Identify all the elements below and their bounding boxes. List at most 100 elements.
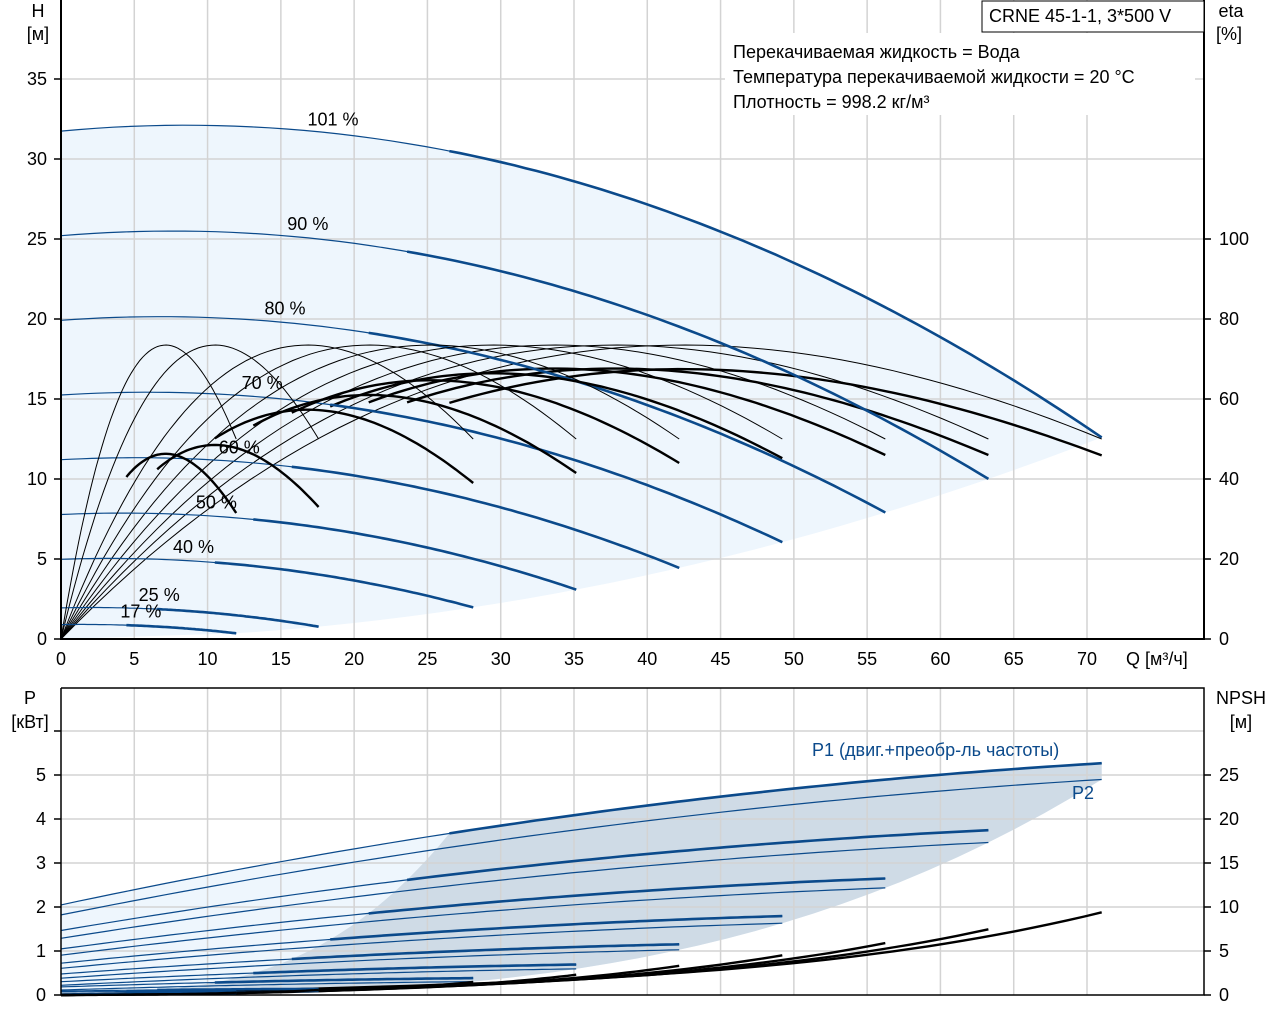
total-efficiency-curve xyxy=(368,367,886,457)
p1-curve-operating xyxy=(291,943,680,961)
bottom-y-tick-label: 2 xyxy=(36,897,46,917)
bottom-y-unit: [кВт] xyxy=(11,712,49,732)
bottom-operating-areas xyxy=(61,763,1102,995)
model-title: CRNE 45-1-1, 3*500 V xyxy=(989,6,1171,26)
bottom-y2-tick-label: 25 xyxy=(1219,765,1239,785)
head-curve-operating xyxy=(214,561,474,609)
info-background xyxy=(725,33,1195,115)
top-y-tick-label: 5 xyxy=(37,549,47,569)
total-efficiency-curve xyxy=(252,393,577,474)
top-y2-tick-label: 100 xyxy=(1219,229,1249,249)
pump-efficiency-curve xyxy=(60,344,320,640)
top-y2-tick-label: 0 xyxy=(1219,629,1229,649)
top-x-label: Q [м³/ч] xyxy=(1126,649,1188,669)
speed-label: 101 % xyxy=(307,109,358,129)
bottom-y-tick-label: 1 xyxy=(36,941,46,961)
bottom-y2-unit: [м] xyxy=(1230,712,1252,732)
total-efficiency-curve xyxy=(156,443,320,508)
top-y-tick-label: 10 xyxy=(27,469,47,489)
pump-efficiency-curve xyxy=(60,344,989,640)
model-box xyxy=(981,0,1205,33)
bottom-y-tick-label: 5 xyxy=(36,765,46,785)
top-y-tick-label: 35 xyxy=(27,69,47,89)
top-x-tick-label: 20 xyxy=(344,649,364,669)
top-x-tick-label: 65 xyxy=(1004,649,1024,669)
top-x-tick-label: 15 xyxy=(271,649,291,669)
top-y2-tick-label: 80 xyxy=(1219,309,1239,329)
bottom-y2-tick-label: 10 xyxy=(1219,897,1239,917)
bottom-y2-tick-label: 5 xyxy=(1219,941,1229,961)
top-y-tick-label: 30 xyxy=(27,149,47,169)
axis-ticks: 0 5 10 15 20 25 30 35 40 45 50 55 60 65 70051015202530… xyxy=(27,69,1249,1005)
speed-label: 90 % xyxy=(287,214,328,234)
head-curve-operating xyxy=(449,149,1103,439)
p2-curve xyxy=(60,887,886,956)
top-y2-tick-label: 20 xyxy=(1219,549,1239,569)
top-y-tick-label: 25 xyxy=(27,229,47,249)
bottom-y2-tick-label: 20 xyxy=(1219,809,1239,829)
info-fluid: Перекачиваемая жидкость = Вода xyxy=(733,42,1021,62)
speed-label: 70 % xyxy=(242,373,283,393)
top-y2-unit: [%] xyxy=(1216,24,1242,44)
p2-curve xyxy=(60,778,1102,916)
top-curves: 101 %90 %80 %70 %60 %50 %40 %25 %17 % xyxy=(60,109,1103,640)
p1-curve-operating xyxy=(368,877,886,915)
bottom-y-tick-label: 3 xyxy=(36,853,46,873)
pump-efficiency-curve xyxy=(60,344,680,640)
pump-efficiency-curve xyxy=(60,344,1102,640)
total-efficiency-curve xyxy=(125,452,238,514)
top-y2-tick-label: 40 xyxy=(1219,469,1239,489)
top-x-tick-label: 0 xyxy=(56,649,66,669)
bottom-y2-tick-label: 15 xyxy=(1219,853,1239,873)
p2-curve xyxy=(60,841,989,939)
bottom-y-tick-label: 0 xyxy=(36,985,46,1005)
speed-label: 50 % xyxy=(196,492,237,512)
bottom-curves xyxy=(60,761,1102,997)
p1-curve-operating xyxy=(253,963,577,975)
speed-label: 17 % xyxy=(120,602,161,622)
speed-label: 25 % xyxy=(139,585,180,605)
pump-efficiency-curve xyxy=(60,344,886,640)
p2-curve xyxy=(60,922,783,969)
head-curve-operating xyxy=(126,623,237,635)
total-efficiency-curve xyxy=(291,379,680,465)
speed-label: 80 % xyxy=(264,298,305,318)
info-temperature: Температура перекачиваемой жидкости = 20… xyxy=(733,67,1135,87)
p1-series-label: P1 (двиг.+преобр-ль частоты) xyxy=(812,740,1059,760)
top-y-tick-label: 0 xyxy=(37,629,47,649)
top-x-tick-label: 5 xyxy=(129,649,139,669)
head-curve-operating xyxy=(291,465,680,570)
head-curve-operating xyxy=(368,331,886,514)
head-curve-operating xyxy=(330,403,783,544)
top-y2-tick-label: 60 xyxy=(1219,389,1239,409)
head-curve-operating xyxy=(253,518,577,591)
bottom-y-label: P xyxy=(24,688,36,708)
top-x-tick-label: 60 xyxy=(930,649,950,669)
top-y-unit: [м] xyxy=(27,24,49,44)
top-x-tick-label: 10 xyxy=(198,649,218,669)
total-efficiency-curve xyxy=(406,367,989,457)
bottom-y2-tick-label: 0 xyxy=(1219,985,1229,1005)
p1-curve-operating xyxy=(214,976,474,984)
info-density: Плотность = 998.2 кг/м³ xyxy=(733,92,929,112)
p1-curve-operating xyxy=(449,761,1102,835)
top-x-tick-label: 70 xyxy=(1077,649,1097,669)
top-x-tick-label: 45 xyxy=(711,649,731,669)
p1-curve-operating xyxy=(157,987,319,992)
top-y-label: H xyxy=(32,1,45,21)
pump-efficiency-curve xyxy=(60,344,577,640)
p1-curve-operating xyxy=(406,828,989,882)
p2-series-label: P2 xyxy=(1072,783,1094,803)
p2-curve xyxy=(60,949,680,979)
p1-curve-operating xyxy=(330,914,783,941)
pump-efficiency-curve xyxy=(60,344,237,640)
head-curve-operating xyxy=(157,607,319,628)
bottom-y-tick-label: 4 xyxy=(36,809,46,829)
p2-curve xyxy=(60,981,474,991)
top-y-tick-label: 15 xyxy=(27,389,47,409)
bottom-y2-label: NPSH xyxy=(1216,688,1266,708)
top-x-tick-label: 40 xyxy=(637,649,657,669)
top-x-tick-label: 35 xyxy=(564,649,584,669)
top-y2-label: eta xyxy=(1218,1,1244,21)
